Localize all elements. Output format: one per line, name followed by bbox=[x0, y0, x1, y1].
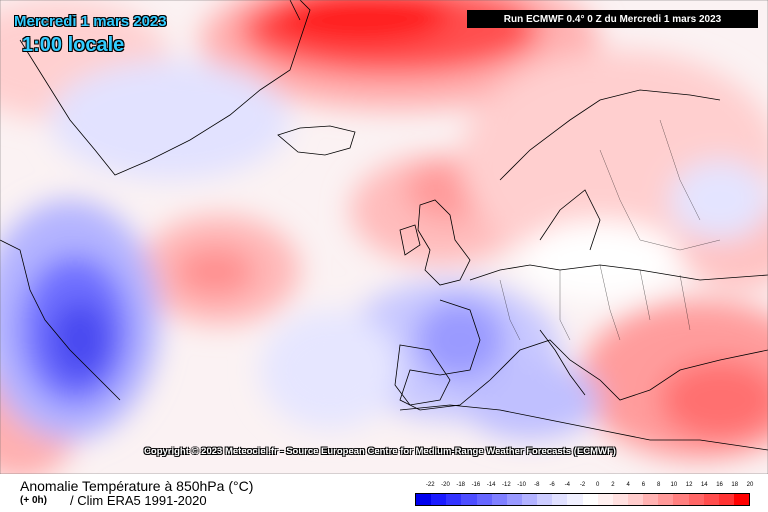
legend-tick-label: 4 bbox=[626, 482, 630, 488]
legend-tick-label: 12 bbox=[685, 482, 693, 488]
anomaly-map bbox=[0, 0, 768, 474]
legend-tick-label: 6 bbox=[641, 482, 646, 488]
color-legend: -22 -20 -18 -16 -14 -12 -10 -8 -6 -4 -2 0 2 4 6 8 10 12 14… bbox=[415, 482, 753, 510]
footer-bar: Anomalie Température à 850hPa (°C) (+ 0h… bbox=[0, 474, 768, 512]
legend-ticks: -22 -20 -18 -16 -14 -12 -10 -8 -6 -4 -2 0 2 4 6 8 10 12 14… bbox=[415, 482, 753, 492]
legend-tick-label: -8 bbox=[534, 482, 540, 488]
legend-tick-label: 8 bbox=[656, 482, 661, 488]
legend-tick-label: 18 bbox=[731, 482, 739, 488]
legend-color-cell bbox=[643, 494, 659, 505]
legend-color-cell bbox=[718, 494, 734, 505]
run-info-banner: Run ECMWF 0.4° 0 Z du Mercredi 1 mars 20… bbox=[467, 10, 758, 28]
forecast-date: Mercredi 1 mars 2023 bbox=[14, 13, 167, 30]
legend-color-cell bbox=[552, 494, 568, 505]
legend-color-cell bbox=[416, 494, 432, 505]
legend-color-cell bbox=[431, 494, 447, 505]
legend-tick-label: 14 bbox=[700, 482, 708, 488]
legend-color-cell bbox=[461, 494, 477, 505]
climatology-label: / Clim ERA5 1991-2020 bbox=[70, 493, 207, 508]
legend-tick-label: 0 bbox=[596, 482, 600, 488]
legend-tick-label: 10 bbox=[670, 482, 678, 488]
coastlines bbox=[0, 0, 768, 451]
legend-color-cell bbox=[537, 494, 553, 505]
legend-tick-label: -6 bbox=[549, 482, 555, 488]
legend-tick-label: -20 bbox=[441, 482, 450, 488]
legend-color-cell bbox=[597, 494, 613, 505]
legend-tick-label: -12 bbox=[502, 482, 511, 488]
legend-color-cell bbox=[521, 494, 538, 505]
variable-title: Anomalie Température à 850hPa (°C) bbox=[20, 478, 254, 494]
legend-tick-label: -22 bbox=[425, 482, 435, 488]
legend-color-cell bbox=[627, 494, 644, 505]
anomaly-field bbox=[0, 0, 768, 474]
legend-tick-label: -2 bbox=[579, 482, 586, 488]
legend-color-cell bbox=[506, 494, 522, 505]
legend-tick-label: -14 bbox=[486, 482, 496, 488]
legend-tick-label: 20 bbox=[746, 482, 754, 488]
legend-tick-label: 2 bbox=[611, 482, 615, 488]
legend-tick-label: 16 bbox=[716, 482, 723, 488]
legend-color-cell bbox=[476, 494, 492, 505]
legend-color-cell bbox=[673, 494, 689, 505]
run-info-text: Run ECMWF 0.4° 0 Z du Mercredi 1 mars 20… bbox=[503, 13, 722, 25]
legend-color-cell bbox=[446, 494, 462, 505]
legend-color-cell bbox=[658, 494, 674, 505]
legend-color-cell bbox=[582, 494, 598, 505]
legend-color-cell bbox=[567, 494, 583, 505]
legend-color-bar bbox=[415, 493, 750, 506]
copyright-notice: Copyright © 2023 Meteociel.fr - Source E… bbox=[144, 446, 616, 457]
borders bbox=[499, 119, 721, 341]
legend-color-cell bbox=[703, 494, 719, 505]
legend-tick-label: -4 bbox=[564, 482, 570, 488]
forecast-local-time: 1:00 locale bbox=[22, 34, 125, 56]
legend-tick-label: -18 bbox=[456, 482, 465, 488]
legend-color-cell bbox=[491, 494, 507, 505]
legend-tick-label: -16 bbox=[471, 482, 481, 488]
lead-time: (+ 0h) bbox=[20, 495, 47, 506]
legend-tick-label: -10 bbox=[517, 482, 526, 488]
legend-color-cell bbox=[733, 494, 750, 505]
legend-color-cell bbox=[612, 494, 628, 505]
legend-color-cell bbox=[688, 494, 704, 505]
